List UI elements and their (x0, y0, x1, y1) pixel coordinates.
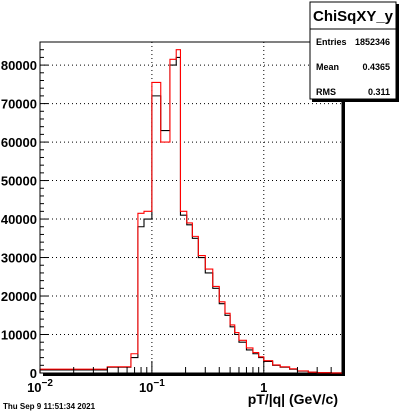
x-tick-label: 10−1 (139, 378, 165, 395)
y-tick-label: 50000 (1, 174, 37, 189)
stats-row-value: 0.4365 (362, 62, 390, 72)
plot-frame (39, 41, 343, 374)
stats-row-label: Entries (316, 37, 347, 47)
histogram-series (39, 49, 343, 374)
histogram-series-line (39, 49, 343, 374)
y-tick-label: 10000 (1, 328, 37, 343)
stats-row-label: RMS (316, 87, 336, 97)
y-tick-label: 20000 (1, 289, 37, 304)
y-tick-label: 30000 (1, 251, 37, 266)
y-tick-label: 80000 (1, 58, 37, 73)
x-tick-label: 1 (260, 380, 267, 395)
y-tick-label: 40000 (1, 212, 37, 227)
datestamp: Thu Sep 9 11:51:34 2021 (3, 402, 96, 411)
y-tick-label: 0 (30, 366, 37, 381)
stats-box: ChiSqXY_y Entries 1852346 Mean 0.4365 RMS 0.3… (309, 1, 399, 102)
stats-row-value: 1852346 (355, 37, 390, 47)
stats-box-rows: Entries 1852346 Mean 0.4365 RMS 0.311 (316, 37, 390, 97)
x-axis-title: pT/|q| (GeV/c) (248, 391, 338, 407)
x-tick-label: 10−2 (27, 378, 53, 395)
stats-box-panel (309, 1, 397, 100)
stats-row-label: Mean (316, 62, 339, 72)
y-tick-label: 70000 (1, 97, 37, 112)
y-tick-label: 60000 (1, 135, 37, 150)
stats-row-value: 0.311 (368, 87, 390, 97)
axes: 10−2 10−1 1 0 10000 20000 30000 40000 50000 60000… (1, 49, 343, 395)
stats-box-title: ChiSqXY_y (313, 8, 394, 25)
